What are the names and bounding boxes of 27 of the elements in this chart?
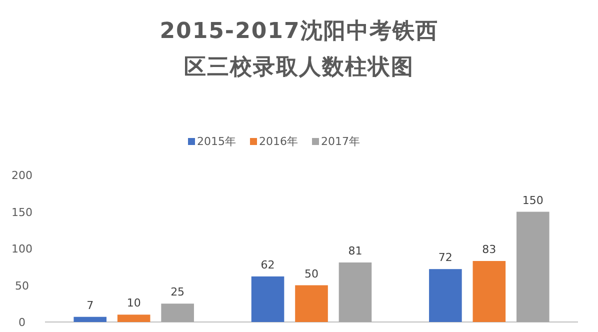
data-label: 150 bbox=[522, 194, 544, 207]
bar bbox=[74, 316, 106, 322]
data-label: 25 bbox=[170, 286, 185, 299]
chart-title: 2015-2017沈阳中考铁西区三校录取人数柱状图 bbox=[160, 19, 438, 80]
y-tick-label: 200 bbox=[12, 169, 32, 182]
bar bbox=[472, 260, 506, 322]
data-label: 50 bbox=[304, 267, 318, 280]
y-tick-label: 50 bbox=[15, 279, 29, 292]
data-label: 62 bbox=[260, 258, 275, 272]
y-tick-label: 0 bbox=[18, 316, 26, 329]
legend-label: 2015年 bbox=[197, 135, 236, 148]
bar bbox=[295, 285, 328, 322]
y-tick-label: 100 bbox=[12, 242, 32, 256]
legend-label: 2016年 bbox=[259, 135, 298, 148]
bar bbox=[251, 276, 284, 322]
y-tick-label: 150 bbox=[12, 206, 32, 219]
legend-label: 2017年 bbox=[321, 135, 360, 148]
data-label: 83 bbox=[482, 242, 496, 256]
bar bbox=[161, 304, 194, 322]
bar bbox=[117, 314, 150, 322]
data-label: 72 bbox=[438, 251, 452, 264]
bar bbox=[516, 212, 550, 322]
bar bbox=[338, 262, 372, 322]
data-label: 7 bbox=[86, 298, 94, 312]
bar bbox=[429, 269, 462, 322]
data-label: 81 bbox=[348, 244, 362, 258]
data-label: 10 bbox=[126, 296, 141, 310]
